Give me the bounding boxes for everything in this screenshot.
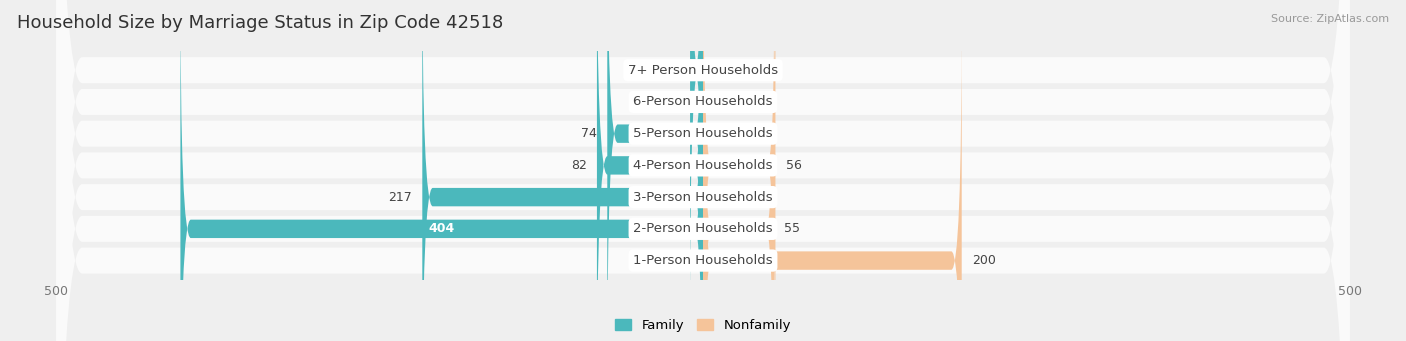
Text: Source: ZipAtlas.com: Source: ZipAtlas.com xyxy=(1271,14,1389,24)
Text: 0: 0 xyxy=(713,64,721,77)
FancyBboxPatch shape xyxy=(56,0,1350,341)
FancyBboxPatch shape xyxy=(598,0,703,341)
FancyBboxPatch shape xyxy=(56,0,1350,341)
FancyBboxPatch shape xyxy=(56,0,1350,341)
Text: 6-Person Households: 6-Person Households xyxy=(633,95,773,108)
Text: 5-Person Households: 5-Person Households xyxy=(633,127,773,140)
Text: 56: 56 xyxy=(786,159,801,172)
FancyBboxPatch shape xyxy=(56,0,1350,341)
Text: 217: 217 xyxy=(388,191,412,204)
Text: 2-Person Households: 2-Person Households xyxy=(633,222,773,235)
FancyBboxPatch shape xyxy=(422,0,703,341)
Text: 10: 10 xyxy=(664,64,679,77)
Text: 0: 0 xyxy=(685,254,693,267)
FancyBboxPatch shape xyxy=(56,0,1350,341)
Text: 55: 55 xyxy=(785,222,800,235)
Text: 7+ Person Households: 7+ Person Households xyxy=(628,64,778,77)
Text: 404: 404 xyxy=(429,222,454,235)
Text: 3-Person Households: 3-Person Households xyxy=(633,191,773,204)
Text: 0: 0 xyxy=(685,95,693,108)
Text: 4-Person Households: 4-Person Households xyxy=(633,159,773,172)
FancyBboxPatch shape xyxy=(703,16,962,341)
Text: 0: 0 xyxy=(713,95,721,108)
Text: Household Size by Marriage Status in Zip Code 42518: Household Size by Marriage Status in Zip… xyxy=(17,14,503,32)
Text: 82: 82 xyxy=(571,159,586,172)
Text: 200: 200 xyxy=(972,254,995,267)
Text: 0: 0 xyxy=(713,191,721,204)
FancyBboxPatch shape xyxy=(703,0,776,341)
FancyBboxPatch shape xyxy=(180,0,703,341)
FancyBboxPatch shape xyxy=(56,0,1350,341)
FancyBboxPatch shape xyxy=(56,0,1350,341)
Text: 74: 74 xyxy=(581,127,598,140)
FancyBboxPatch shape xyxy=(607,0,703,341)
FancyBboxPatch shape xyxy=(703,0,775,341)
Legend: Family, Nonfamily: Family, Nonfamily xyxy=(610,313,796,337)
Text: 0: 0 xyxy=(713,127,721,140)
FancyBboxPatch shape xyxy=(690,0,703,315)
Text: 1-Person Households: 1-Person Households xyxy=(633,254,773,267)
